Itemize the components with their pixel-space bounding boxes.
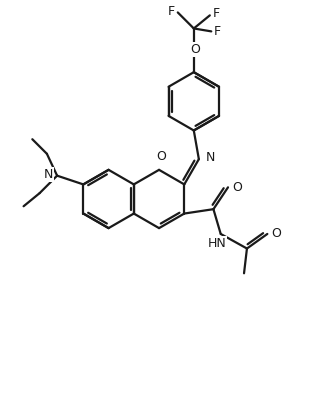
Text: O: O [271,227,281,241]
Text: F: F [214,25,221,38]
Text: O: O [156,150,166,163]
Text: HN: HN [207,237,226,250]
Text: N: N [206,151,215,164]
Text: N: N [44,168,53,181]
Text: O: O [232,181,242,194]
Text: F: F [213,7,220,20]
Text: F: F [168,5,175,18]
Text: O: O [190,43,200,56]
